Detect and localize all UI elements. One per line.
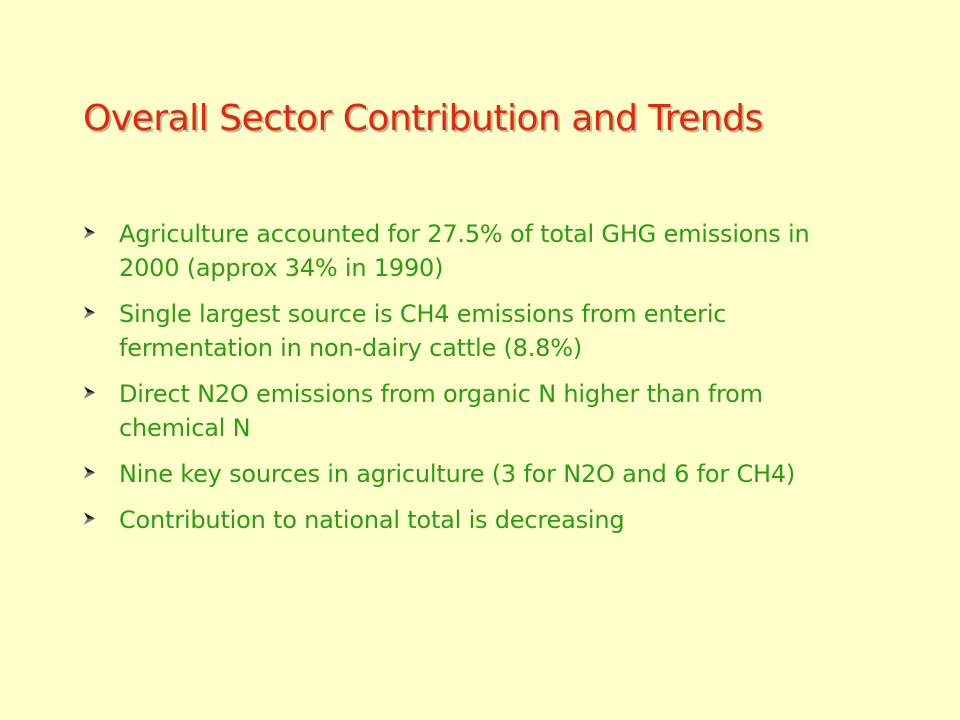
- slide-title: Overall Sector Contribution and Trends: [83, 98, 763, 139]
- bullet-text: Direct N2O emissions from organic N high…: [119, 380, 763, 442]
- arrowhead-bullet-icon: [82, 297, 119, 319]
- bullet-item: Nine key sources in agriculture (3 for N…: [82, 457, 872, 491]
- bullet-item: Contribution to national total is decrea…: [82, 503, 872, 537]
- bullet-text: Nine key sources in agriculture (3 for N…: [119, 460, 796, 488]
- bullet-text: Agriculture accounted for 27.5% of total…: [119, 220, 810, 282]
- bullet-item: Direct N2O emissions from organic N high…: [82, 377, 872, 445]
- bullet-text: Contribution to national total is decrea…: [119, 506, 625, 534]
- bullet-item: Agriculture accounted for 27.5% of total…: [82, 217, 872, 285]
- arrowhead-bullet-icon: [82, 503, 119, 525]
- bullet-item: Single largest source is CH4 emissions f…: [82, 297, 872, 365]
- bullet-list: Agriculture accounted for 27.5% of total…: [82, 217, 872, 549]
- arrowhead-bullet-icon: [82, 377, 119, 399]
- bullet-text: Single largest source is CH4 emissions f…: [119, 300, 727, 362]
- arrowhead-bullet-icon: [82, 457, 119, 479]
- arrowhead-bullet-icon: [82, 217, 119, 239]
